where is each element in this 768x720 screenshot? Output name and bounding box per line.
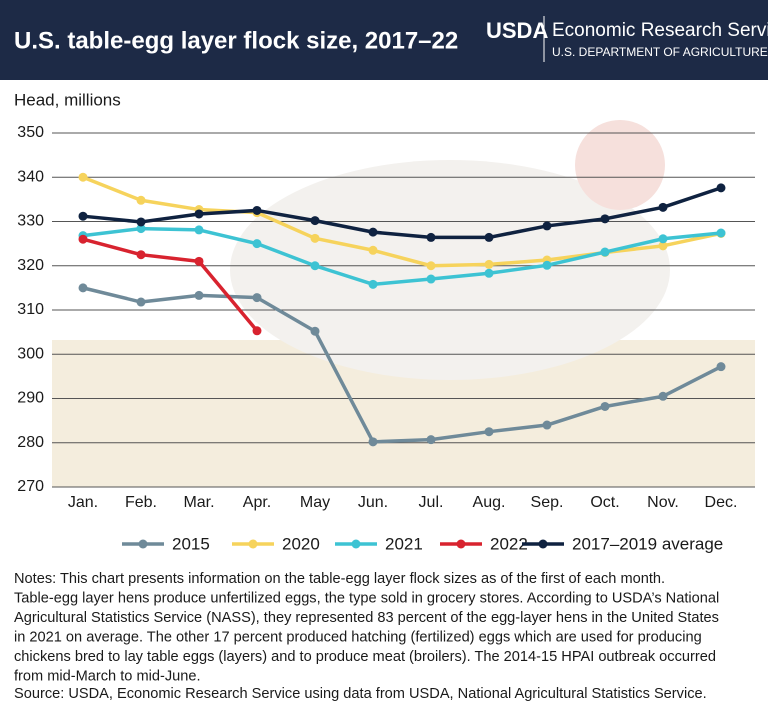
legend-dot <box>351 539 361 549</box>
x-tick-label: Aug. <box>473 494 506 511</box>
series-line <box>82 286 722 444</box>
note-line: Table-egg layer hens produce unfertilize… <box>14 590 719 606</box>
x-tick-label: Nov. <box>647 494 679 511</box>
department: U.S. DEPARTMENT OF AGRICULTURE <box>552 45 768 59</box>
point <box>136 250 146 260</box>
point <box>78 283 88 293</box>
point <box>658 241 668 251</box>
x-tick-label: Feb. <box>125 494 157 511</box>
source: Source: USDA, Economic Research Service … <box>14 686 707 702</box>
y-tick-label: 330 <box>17 213 44 230</box>
x-tick-label: Dec. <box>705 494 738 511</box>
y-tick-label: 300 <box>17 345 44 362</box>
point <box>658 202 668 212</box>
point <box>426 232 436 242</box>
point <box>136 224 146 234</box>
hen <box>230 160 670 380</box>
note-line: in 2021 on average. The other 17 percent… <box>14 629 702 645</box>
header-band <box>0 0 768 80</box>
point <box>194 256 204 266</box>
y-tick-label: 340 <box>17 168 44 185</box>
legend-label: 2017–2019 average <box>572 534 723 553</box>
point <box>310 261 320 271</box>
point <box>194 209 204 219</box>
point <box>542 221 552 231</box>
agency: Economic Research Service <box>552 20 768 41</box>
y-tick-label: 320 <box>17 257 44 274</box>
series-line <box>82 186 722 240</box>
point <box>368 227 378 237</box>
point <box>484 232 494 242</box>
point <box>484 259 494 269</box>
point <box>78 234 88 244</box>
point <box>194 290 204 300</box>
point <box>426 274 436 284</box>
legend-dot <box>456 539 466 549</box>
note-line: Notes: This chart presents information o… <box>14 571 665 587</box>
point <box>600 214 610 224</box>
point <box>310 216 320 226</box>
legend-label: 2021 <box>385 534 423 553</box>
x-tick-label: Sep. <box>531 494 564 511</box>
point <box>542 260 552 270</box>
x-tick-label: Jan. <box>68 494 98 511</box>
point <box>600 247 610 257</box>
point <box>136 195 146 205</box>
point <box>658 234 668 244</box>
x-tick-label: Oct. <box>590 494 619 511</box>
background-photo <box>52 120 755 487</box>
logo: USDA <box>486 18 548 43</box>
y-tick-label: 350 <box>17 124 44 141</box>
point <box>658 391 668 401</box>
point <box>716 362 726 372</box>
point <box>78 172 88 182</box>
point <box>600 401 610 411</box>
legend-dot <box>138 539 148 549</box>
point <box>426 261 436 271</box>
note-line: Agricultural Statistics Service (NASS), … <box>14 610 719 626</box>
point <box>194 225 204 235</box>
point <box>252 293 262 303</box>
point <box>368 245 378 255</box>
y-tick-label: 280 <box>17 434 44 451</box>
point <box>716 183 726 193</box>
legend-label: 2022 <box>490 534 528 553</box>
point <box>252 205 262 215</box>
point <box>310 233 320 243</box>
note-line: chickens bred to lay table eggs (layers)… <box>14 649 716 665</box>
point <box>136 297 146 307</box>
legend-label: 2020 <box>282 534 320 553</box>
point <box>542 420 552 430</box>
point <box>484 268 494 278</box>
point <box>368 279 378 289</box>
y-tick-label: 290 <box>17 390 44 407</box>
y-axis-label: Head, millions <box>14 90 121 109</box>
x-tick-label: May <box>300 494 330 511</box>
point <box>716 228 726 238</box>
x-tick-label: Jul. <box>419 494 444 511</box>
point <box>310 326 320 336</box>
x-tick-label: Jun. <box>358 494 388 511</box>
point <box>252 239 262 249</box>
point <box>136 217 146 227</box>
note-line: from mid-March to mid-June. <box>14 668 201 684</box>
hen-head <box>575 120 665 210</box>
point <box>484 427 494 437</box>
x-tick-label: Mar. <box>183 494 214 511</box>
legend-label: 2015 <box>172 534 210 553</box>
legend-dot <box>538 539 548 549</box>
chart-title: U.S. table-egg layer flock size, 2017–22 <box>14 27 458 54</box>
point <box>426 435 436 445</box>
x-tick-label: Apr. <box>243 494 271 511</box>
point <box>368 437 378 447</box>
y-tick-label: 310 <box>17 301 44 318</box>
legend-dot <box>248 539 258 549</box>
y-tick-label: 270 <box>17 478 44 495</box>
series-line <box>82 226 722 287</box>
point <box>252 326 262 336</box>
point <box>78 211 88 221</box>
series-line <box>82 237 259 332</box>
